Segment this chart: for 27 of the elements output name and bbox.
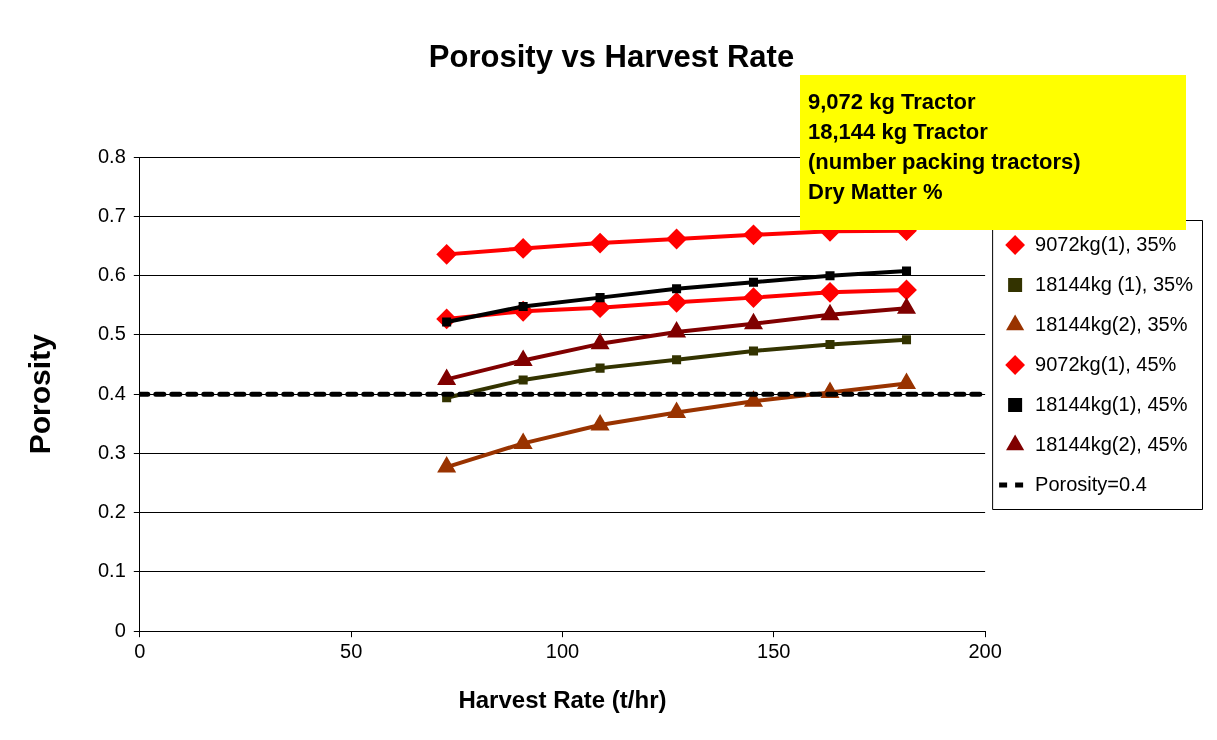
y-tick-label: 0.2 [97, 500, 126, 523]
y-tick-label: 0.3 [97, 440, 126, 463]
y-tick-label: 0.6 [97, 263, 126, 286]
y-tick-label: 0.4 [97, 381, 126, 404]
legend-label: 18144kg(1), 45% [1035, 392, 1188, 415]
x-tick-label: 50 [340, 639, 363, 662]
annotation: Dry Matter % [808, 178, 944, 206]
legend-label: 18144kg (1), 35% [1035, 272, 1194, 295]
y-tick-label: 0.1 [97, 559, 126, 582]
legend-label: 9072kg(1), 45% [1035, 352, 1177, 375]
x-tick-label: 200 [968, 639, 1002, 662]
chart-title: Porosity vs Harvest Rate [428, 39, 795, 75]
legend-label: 9072kg(1), 35% [1035, 232, 1177, 255]
note-box: 9,072 kg Tractor 18,144 kg Tractor (number packing tractors) Dry Matter % [800, 75, 1186, 230]
y-tick-label: 0.5 [97, 322, 126, 345]
x-axis-title: Harvest Rate (t/hr) [458, 686, 667, 714]
x-tick-label: 0 [134, 639, 146, 662]
annotation: (number packing tractors) [808, 148, 1082, 176]
legend-label: 18144kg(2), 35% [1035, 312, 1188, 335]
legend-label: Porosity=0.4 [1035, 472, 1147, 495]
y-tick-label: 0 [114, 618, 126, 641]
x-tick-label: 150 [757, 639, 791, 662]
y-axis-title: Porosity [23, 333, 57, 455]
x-tick-label: 100 [545, 639, 580, 662]
y-tick-label: 0.8 [97, 144, 126, 167]
y-tick-label: 0.7 [97, 203, 126, 226]
legend-label: 18144kg(2), 45% [1035, 432, 1188, 455]
